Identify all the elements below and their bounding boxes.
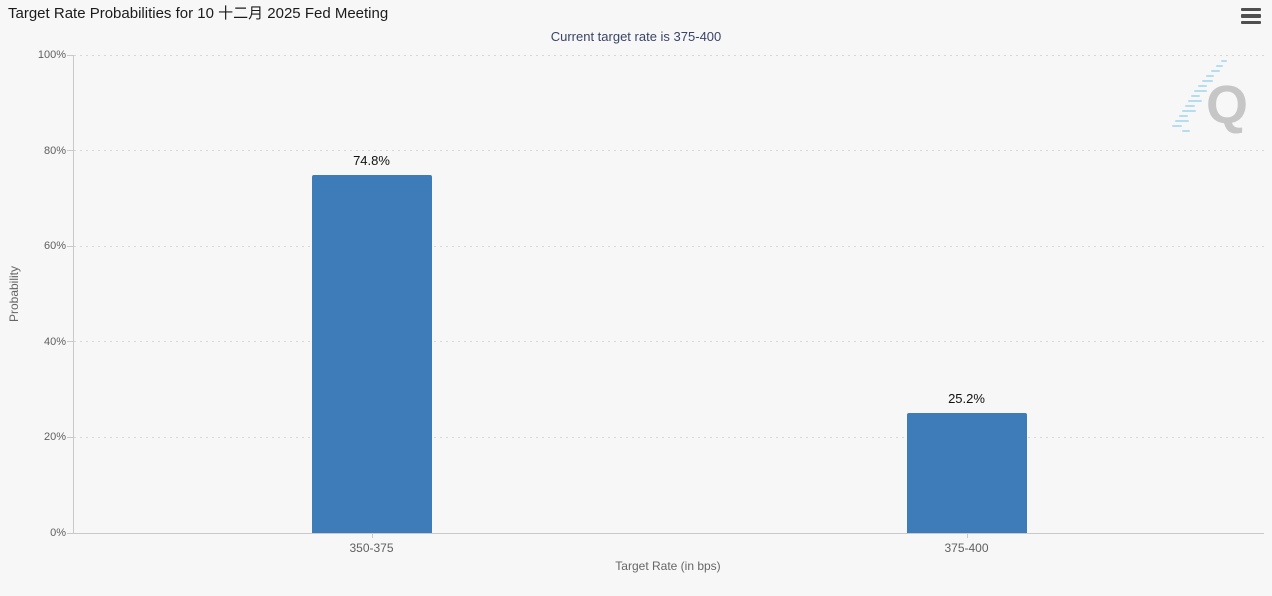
- y-gridline-20%: [74, 436, 1264, 438]
- bar-value-label-350-375: 74.8%: [353, 153, 390, 169]
- x-axis-title: Target Rate (in bps): [615, 559, 721, 573]
- menu-bar: [1241, 14, 1261, 18]
- y-tick-label-60%: 60%: [43, 240, 66, 253]
- y-axis-tick: [67, 150, 73, 152]
- chart-title: Target Rate Probabilities for 10 十二月 202…: [8, 5, 389, 22]
- x-axis-tick: [966, 533, 968, 538]
- y-tick-label-0%: 0%: [50, 527, 66, 539]
- y-axis-title-text: Probability: [7, 265, 21, 323]
- y-axis-tick: [67, 245, 73, 247]
- svg-text:Q: Q: [1206, 75, 1248, 135]
- menu-bar: [1241, 20, 1261, 24]
- chart-subtitle: Current target rate is 375-400: [550, 29, 722, 44]
- y-tick-label-80%: 80%: [43, 144, 66, 157]
- bar-value-label-375-400: 25.2%: [948, 390, 985, 406]
- y-gridline-40%: [74, 341, 1264, 343]
- quikstrike-q-watermark: Q: [1172, 60, 1248, 135]
- y-axis-tick: [67, 436, 73, 438]
- y-tick-label-40%: 40%: [43, 335, 66, 348]
- y-gridline-60%: [74, 245, 1264, 247]
- menu-bar: [1241, 8, 1261, 12]
- y-axis-tick: [67, 532, 73, 534]
- y-gridline-80%: [74, 150, 1264, 152]
- y-axis-tick: [67, 341, 73, 343]
- bar-375-400[interactable]: [906, 412, 1027, 533]
- y-axis-tick: [67, 54, 73, 56]
- y-gridline-100%: [74, 54, 1264, 56]
- bar-350-375[interactable]: [311, 175, 432, 533]
- plot-area: Q 0% 20% 40% 60% 80% 100% 74.8% 350-375 25.2% 375…: [38, 49, 1264, 555]
- y-tick-label-20%: 20%: [43, 431, 66, 444]
- x-category-label-350-375: 350-375: [349, 541, 394, 555]
- x-axis-tick: [371, 533, 373, 538]
- y-axis-title: Probability: [4, 55, 24, 533]
- hamburger-menu-icon[interactable]: [1241, 8, 1261, 24]
- y-tick-label-100%: 100%: [37, 49, 66, 61]
- x-category-label-375-400: 375-400: [944, 541, 989, 555]
